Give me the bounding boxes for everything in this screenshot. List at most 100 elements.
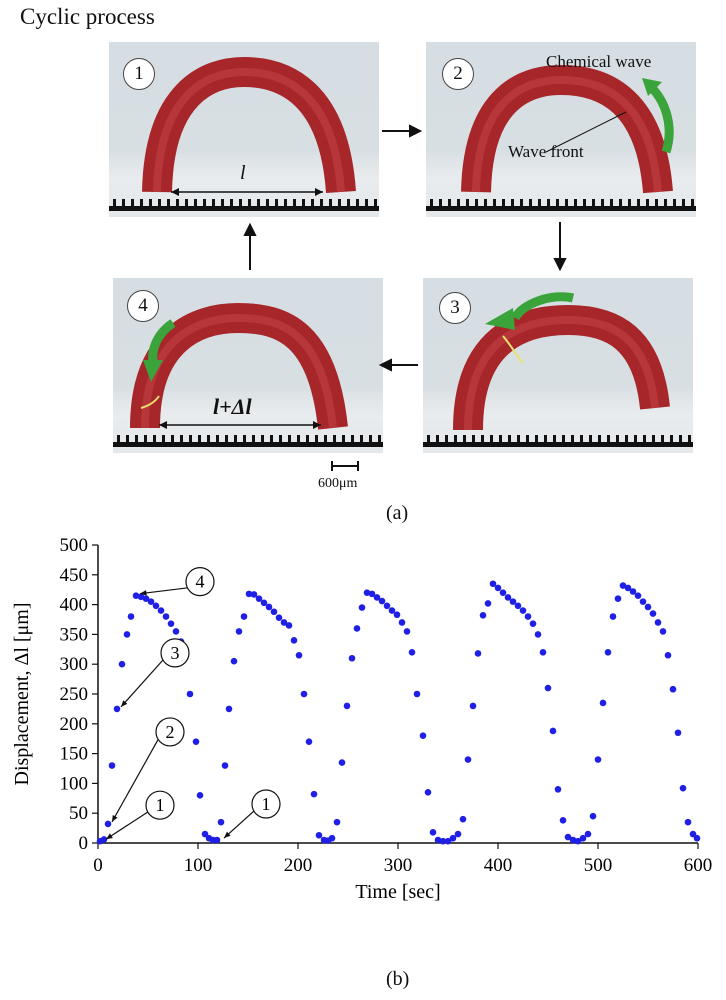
data-point: [368, 590, 376, 598]
ruler-bar: [426, 206, 696, 211]
data-point: [132, 592, 140, 599]
data-point: [419, 732, 427, 740]
data-point: [275, 614, 283, 622]
ruler-tick: [320, 199, 323, 207]
data-point: [113, 705, 121, 713]
ruler-tick: [664, 199, 667, 207]
ruler-tick: [583, 199, 586, 207]
wave-arrow-head: [485, 308, 515, 330]
annotation-bubble: [145, 790, 175, 820]
annotation-bubble: [251, 789, 281, 819]
ruler-tick: [454, 435, 457, 443]
gel-photo-3: [423, 292, 693, 447]
data-point: [162, 613, 170, 620]
data-point: [479, 612, 487, 619]
ruler-tick: [365, 199, 368, 207]
data-point: [634, 592, 642, 599]
wave-front-pointer: [545, 111, 627, 153]
ruler-tick: [556, 199, 559, 207]
y-tick-label: 450: [60, 565, 89, 586]
data-point: [403, 628, 411, 635]
wave-direction-arrow: [647, 83, 674, 154]
data-point: [310, 790, 318, 798]
data-point: [147, 598, 155, 605]
data-point: [343, 702, 351, 710]
ruler-tick: [203, 199, 206, 207]
data-point: [644, 603, 652, 611]
data-point: [604, 648, 612, 656]
annotation-bubble: [155, 717, 185, 747]
ruler-tick: [520, 199, 523, 207]
length-label-l: l: [240, 162, 246, 184]
data-point: [674, 729, 682, 737]
ruler-tick: [234, 435, 237, 443]
data-point: [564, 833, 572, 841]
data-point: [519, 607, 527, 614]
ruler-tick: [266, 199, 269, 207]
ruler-tick: [661, 435, 664, 443]
cycle-arrows: [243, 124, 567, 471]
arrow-head-left: [171, 188, 179, 196]
data-point: [589, 812, 597, 820]
step-badge-3: 3: [439, 292, 471, 324]
annotations: 1 2 3 4 1: [105, 567, 281, 840]
ruler-tick: [646, 199, 649, 207]
ruler-tick: [302, 199, 305, 207]
ruler-tick: [598, 435, 601, 443]
ruler-tick: [198, 435, 201, 443]
ruler-tick: [369, 435, 372, 443]
data-point: [348, 654, 356, 662]
y-tick-label: 150: [60, 744, 89, 765]
ruler-tick: [457, 199, 460, 207]
arrow-head-left: [159, 421, 167, 429]
ruler-tick: [230, 199, 233, 207]
data-point: [358, 604, 366, 611]
ruler-tick: [131, 199, 134, 207]
data-point: [554, 786, 562, 793]
ruler-tick: [529, 199, 532, 207]
data-point: [454, 830, 462, 838]
data-point: [398, 619, 406, 626]
data-point: [280, 619, 288, 626]
length-label-l-plus-dl: l+Δl: [213, 394, 252, 419]
data-point: [629, 588, 637, 595]
data-point: [569, 836, 577, 844]
data-point: [544, 684, 552, 692]
data-point: [230, 657, 238, 665]
data-point: [619, 582, 627, 589]
data-point: [137, 593, 145, 601]
ruler-tick: [306, 435, 309, 443]
y-axis-label: Displacement, Δl [μm]: [11, 603, 33, 786]
ruler-tick: [342, 435, 345, 443]
data-point: [225, 705, 233, 713]
ruler-tick: [610, 199, 613, 207]
y-tick-label: 500: [60, 535, 89, 556]
ruler-tick: [607, 435, 610, 443]
ruler-tick: [682, 199, 685, 207]
annotation-leader: [105, 810, 150, 840]
ruler-tick: [691, 199, 694, 207]
y-tick-label: 100: [60, 773, 89, 794]
photo-panel-1: 1 l: [109, 42, 379, 217]
data-point: [118, 660, 126, 668]
data-point: [290, 637, 298, 644]
data-point: [373, 594, 381, 601]
data-point: [464, 756, 472, 763]
ruler-tick: [315, 435, 318, 443]
data-point: [424, 789, 432, 796]
data-point: [509, 598, 517, 605]
ruler-tick: [216, 435, 219, 443]
step-badge-2: 2: [442, 58, 474, 90]
wave-front-line: [502, 335, 524, 364]
data-point: [579, 834, 587, 842]
y-tick-label: 0: [79, 833, 89, 854]
ruler-tick: [634, 435, 637, 443]
data-point: [157, 607, 165, 614]
y-tick-label: 200: [60, 714, 89, 735]
y-tick-label: 250: [60, 684, 89, 705]
data-point: [338, 759, 346, 766]
annotation-bubble: [185, 567, 215, 597]
data-point: [100, 836, 108, 843]
data-point: [524, 613, 532, 620]
annotation-leader: [139, 587, 190, 595]
